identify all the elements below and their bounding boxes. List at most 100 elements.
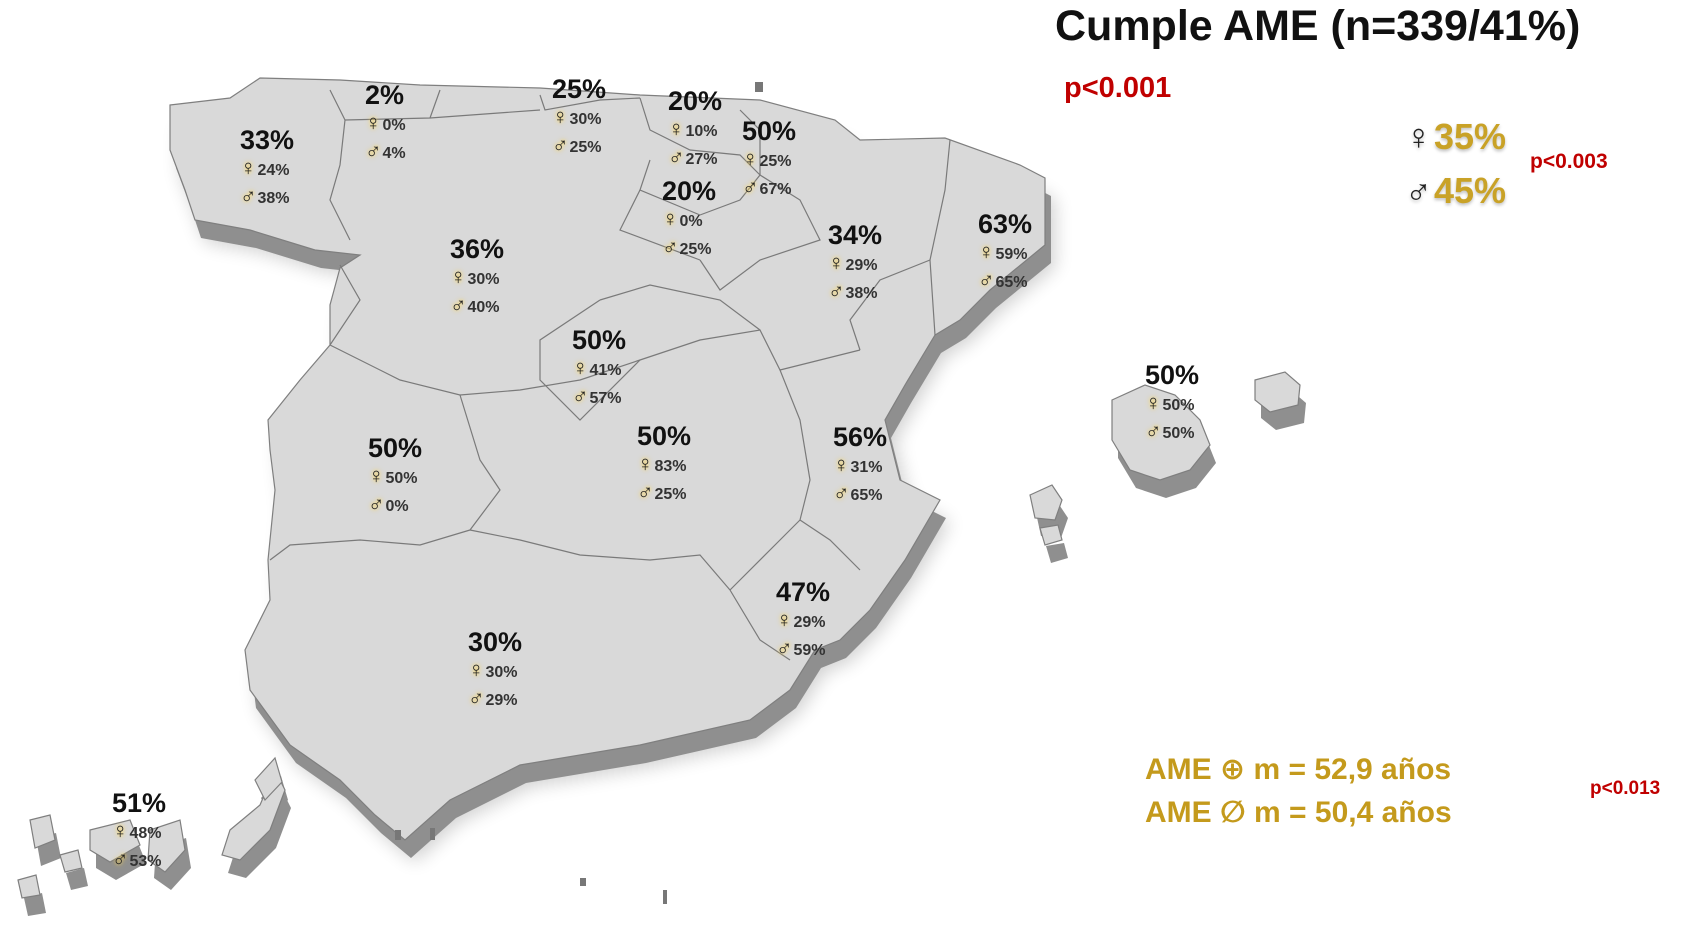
male-icon: ♂: [1145, 418, 1162, 443]
region-male-row: ♂65%: [978, 267, 1032, 295]
region-female-value: 25%: [759, 153, 792, 170]
female-icon: ♀: [662, 206, 679, 231]
region-female-row: ♀25%: [742, 146, 796, 174]
region-male-value: 38%: [845, 285, 878, 302]
region-male-row: ♂65%: [833, 480, 887, 508]
region-male-value: 25%: [679, 241, 712, 258]
region-male-row: ♂50%: [1145, 418, 1199, 446]
region-male-row: ♂53%: [112, 846, 166, 874]
region-male-row: ♂40%: [450, 292, 504, 320]
region-female-row: ♀10%: [668, 116, 722, 144]
male-icon: ♂: [828, 278, 845, 303]
region-female-row: ♀50%: [368, 463, 422, 491]
male-icon: ♂: [450, 292, 467, 317]
region-female-value: 50%: [385, 470, 418, 487]
region-label: 34% ♀29% ♂38%: [828, 220, 882, 306]
region-male-value: 67%: [759, 181, 792, 198]
region-male-row: ♂59%: [776, 635, 830, 663]
region-label: 20% ♀10% ♂27%: [668, 86, 722, 172]
region-female-row: ♀41%: [572, 355, 626, 383]
region-total: 25%: [552, 74, 607, 104]
female-icon: ♀: [450, 264, 467, 289]
region-total: 50%: [1145, 360, 1200, 390]
female-icon: ♀: [978, 239, 995, 264]
region-female-row: ♀59%: [978, 239, 1032, 267]
male-icon: ♂: [365, 138, 382, 163]
region-male-row: ♂57%: [572, 383, 626, 411]
region-male-value: 25%: [654, 486, 687, 503]
region-female-value: 10%: [685, 123, 718, 140]
region-label: 25% ♀30% ♂25%: [552, 74, 606, 160]
region-male-value: 29%: [485, 692, 518, 709]
female-icon: ♀: [1405, 116, 1432, 157]
legend-male: ♂45%: [1405, 170, 1506, 212]
region-female-row: ♀31%: [833, 452, 887, 480]
male-icon: ♂: [978, 267, 995, 292]
female-icon: ♀: [112, 818, 129, 843]
region-label: 50% ♀83% ♂25%: [637, 421, 691, 507]
region-male-row: ♂38%: [240, 183, 294, 211]
region-female-row: ♀29%: [776, 607, 830, 635]
region-label: 33% ♀24% ♂38%: [240, 125, 294, 211]
region-female-row: ♀30%: [468, 657, 522, 685]
region-male-row: ♂27%: [668, 144, 722, 172]
region-female-value: 0%: [382, 117, 406, 134]
male-icon: ♂: [468, 685, 485, 710]
region-total: 50%: [637, 421, 692, 451]
region-borders: [269, 89, 951, 661]
region-label: 2% ♀0% ♂4%: [365, 80, 406, 166]
region-female-row: ♀48%: [112, 818, 166, 846]
female-icon: ♀: [776, 607, 793, 632]
region-female-row: ♀30%: [552, 104, 606, 132]
region-label: 20% ♀0% ♂25%: [662, 176, 716, 262]
region-female-row: ♀50%: [1145, 390, 1199, 418]
region-female-value: 59%: [995, 246, 1028, 263]
region-female-value: 30%: [569, 111, 602, 128]
female-icon: ♀: [668, 116, 685, 141]
chart-title: Cumple AME (n=339/41%): [1055, 2, 1581, 50]
male-icon: ♂: [833, 480, 850, 505]
female-icon: ♀: [637, 451, 654, 476]
region-female-value: 31%: [850, 459, 883, 476]
legend-female-value: 35%: [1434, 116, 1507, 157]
region-total: 50%: [572, 325, 627, 355]
female-icon: ♀: [365, 110, 382, 135]
male-icon: ♂: [240, 183, 257, 208]
region-total: 51%: [112, 788, 167, 818]
female-icon: ♀: [572, 355, 589, 380]
p-value-main: p<0.001: [1064, 72, 1172, 104]
region-male-value: 40%: [467, 299, 500, 316]
region-total: 20%: [662, 176, 717, 206]
region-total: 36%: [450, 234, 505, 264]
female-icon: ♀: [240, 155, 257, 180]
region-female-value: 0%: [679, 213, 703, 230]
region-male-value: 59%: [793, 642, 826, 659]
region-female-row: ♀30%: [450, 264, 504, 292]
region-male-value: 65%: [850, 487, 883, 504]
region-total: 50%: [368, 433, 423, 463]
region-male-value: 4%: [382, 145, 406, 162]
region-female-value: 83%: [654, 458, 687, 475]
map-surface: [17, 77, 1301, 899]
region-male-row: ♂25%: [552, 132, 606, 160]
male-icon: ♂: [742, 174, 759, 199]
region-label: 36% ♀30% ♂40%: [450, 234, 504, 320]
region-label: 56% ♀31% ♂65%: [833, 422, 887, 508]
region-female-row: ♀24%: [240, 155, 294, 183]
male-icon: ♂: [572, 383, 589, 408]
region-male-row: ♂4%: [365, 138, 406, 166]
region-female-value: 50%: [1162, 397, 1195, 414]
region-male-value: 25%: [569, 139, 602, 156]
region-female-value: 48%: [129, 825, 162, 842]
male-icon: ♂: [552, 132, 569, 157]
male-icon: ♂: [368, 491, 385, 516]
region-male-value: 57%: [589, 390, 622, 407]
region-male-value: 0%: [385, 498, 409, 515]
region-label: 50% ♀41% ♂57%: [572, 325, 626, 411]
region-male-row: ♂29%: [468, 685, 522, 713]
region-total: 30%: [468, 627, 523, 657]
region-female-value: 29%: [845, 257, 878, 274]
region-total: 50%: [742, 116, 797, 146]
region-male-row: ♂38%: [828, 278, 882, 306]
